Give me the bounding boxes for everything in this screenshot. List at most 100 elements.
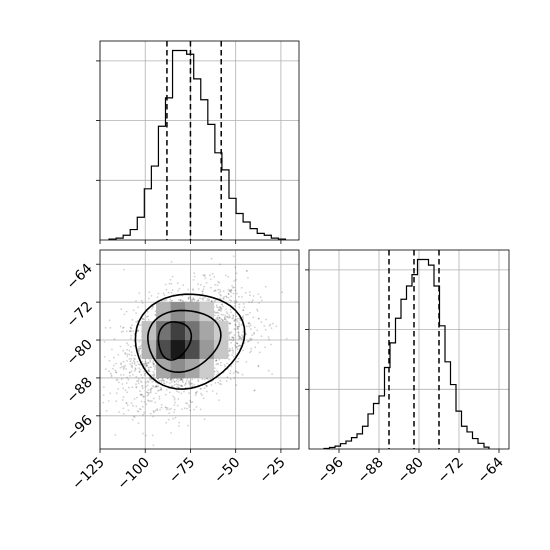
density-cell — [170, 321, 186, 341]
scatter-point — [131, 366, 134, 369]
scatter-point — [261, 299, 263, 302]
scatter-point — [285, 337, 288, 340]
scatter-point — [229, 378, 232, 380]
scatter-point — [215, 311, 218, 314]
scatter-point — [102, 394, 105, 396]
scatter-point — [203, 387, 206, 390]
scatter-point — [142, 432, 144, 435]
scatter-point — [234, 344, 236, 347]
scatter-point — [189, 297, 192, 300]
scatter-point — [214, 284, 217, 286]
scatter-point — [235, 301, 238, 304]
scatter-point — [180, 378, 183, 380]
scatter-point — [253, 331, 256, 334]
scatter-point — [204, 296, 207, 299]
scatter-point — [189, 409, 192, 412]
scatter-point — [243, 306, 246, 309]
scatter-point — [236, 328, 239, 330]
scatter-point — [174, 401, 177, 404]
scatter-point — [232, 317, 235, 319]
scatter-point — [237, 331, 240, 334]
scatter-point — [188, 382, 190, 384]
scatter-point — [232, 292, 235, 295]
scatter-point — [149, 359, 152, 362]
scatter-panel: −125 −100 −75 −50 −25 −64 −72 −80 −88 −96 — [64, 249, 300, 493]
scatter-point — [232, 355, 235, 358]
scatter-point — [165, 288, 168, 291]
scatter-point — [137, 422, 140, 425]
scatter-point — [249, 351, 251, 354]
scatter-point — [238, 336, 241, 338]
scatter-point — [232, 314, 235, 317]
scatter-point — [260, 335, 263, 338]
scatter-point — [137, 382, 140, 385]
scatter-point — [242, 349, 245, 352]
hist-y-histogram-bin — [401, 299, 407, 449]
scatter-point — [256, 310, 259, 312]
scatter-point — [220, 361, 222, 364]
scatter-point — [218, 308, 221, 311]
scatter-point — [213, 300, 216, 303]
scatter-point — [229, 322, 231, 325]
scatter-point — [158, 395, 161, 398]
scatter-point — [154, 386, 157, 389]
scatter-point — [270, 343, 272, 346]
scatter-point — [180, 384, 182, 387]
scatter-point — [154, 366, 156, 369]
scatter-point — [187, 424, 189, 427]
scatter-point — [247, 277, 249, 279]
scatter-point — [233, 286, 236, 289]
scatter-point — [137, 380, 140, 382]
scatter-point — [119, 325, 122, 328]
scatter-point — [246, 340, 249, 343]
scatter-point — [228, 338, 231, 341]
scatter-point — [214, 289, 217, 292]
scatter-point — [149, 388, 152, 391]
scatter-point — [233, 377, 236, 379]
scatter-point — [252, 299, 254, 302]
scatter-point — [189, 399, 192, 402]
scatter-point — [151, 374, 154, 377]
scatter-point — [145, 364, 148, 367]
scatter-point — [155, 392, 158, 395]
scatter-point — [258, 317, 260, 320]
scatter-point — [214, 289, 217, 292]
scatter-point — [143, 395, 146, 398]
scatter-point — [150, 366, 153, 369]
scatter-point — [148, 377, 151, 380]
density-cell — [185, 321, 200, 341]
scatter-point — [235, 272, 238, 275]
scatter-point — [244, 292, 247, 294]
density-cell — [213, 321, 229, 341]
scatter-point — [216, 317, 219, 320]
scatter-point — [139, 390, 141, 393]
scatter-point — [197, 379, 200, 381]
scatter-point — [239, 337, 241, 340]
scatter-point — [258, 351, 261, 354]
scatter-point — [240, 337, 243, 340]
scatter-point — [137, 306, 140, 309]
scatter-point — [218, 316, 221, 319]
scatter-point — [248, 291, 251, 293]
scatter-point — [219, 290, 222, 293]
scatter-point — [124, 352, 127, 354]
scatter-point — [211, 390, 214, 392]
scatter-point — [235, 315, 238, 318]
scatter-point — [203, 418, 206, 421]
scatter-point — [224, 316, 226, 319]
scatter-point — [196, 300, 198, 303]
scatter-point — [202, 274, 205, 277]
scatter-point — [130, 351, 133, 353]
scatter-point — [125, 402, 128, 405]
scatter-point — [145, 403, 148, 405]
scatter-point — [120, 363, 122, 366]
scatter-point — [157, 292, 160, 295]
scatter-point — [140, 381, 143, 384]
scatter-point — [108, 370, 110, 373]
scatter-point — [149, 366, 152, 369]
scatter-point — [174, 381, 176, 383]
scatter-point — [233, 280, 236, 282]
scatter-point — [151, 380, 154, 383]
scatter-point — [120, 331, 123, 333]
scatter-point — [145, 363, 148, 365]
